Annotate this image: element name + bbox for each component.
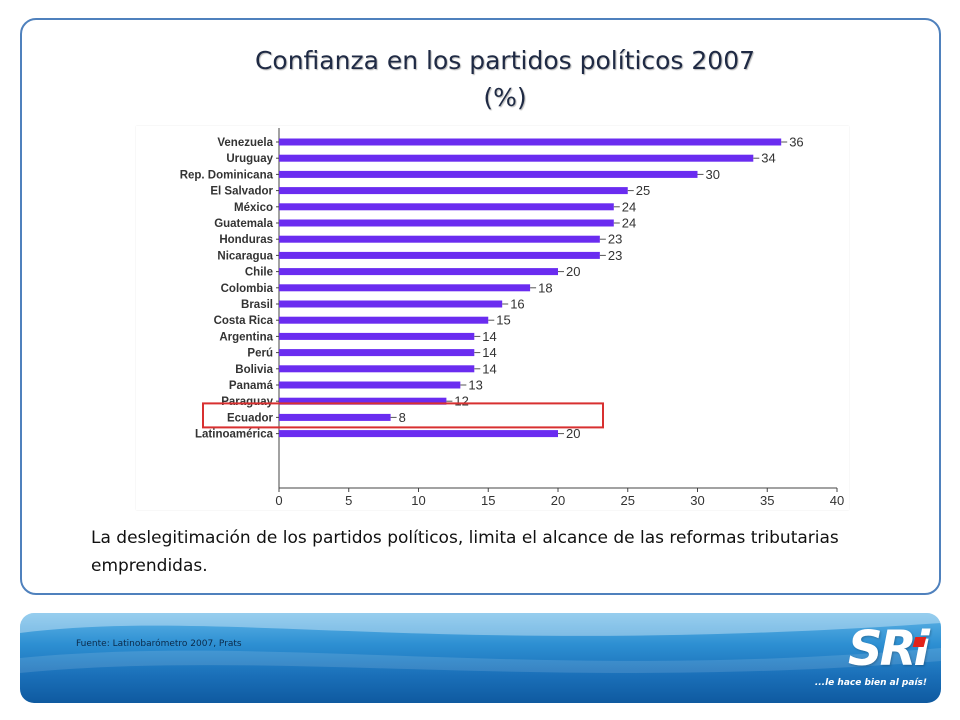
value-label: 36 (789, 135, 803, 150)
value-label: 24 (622, 199, 636, 214)
bar (279, 235, 600, 243)
category-label: México (234, 202, 273, 214)
footer-wave-decoration (20, 613, 941, 673)
bar (279, 300, 503, 308)
title-line-1: Confianza en los partidos políticos 2007 (254, 46, 756, 75)
x-tick-label: 25 (621, 493, 635, 508)
x-tick-label: 40 (830, 493, 844, 508)
x-tick-label: 30 (690, 493, 704, 508)
x-tick-label: 15 (481, 493, 495, 508)
bar (279, 316, 489, 324)
bar-chart-svg: Venezuela 36 Uruguay 34 Rep. Dominicana 30 El … (180, 128, 844, 508)
bar (279, 430, 558, 438)
value-label: 24 (622, 216, 636, 231)
source-citation: Fuente: Latinobarómetro 2007, Prats (76, 639, 242, 649)
category-label: Paraguay (221, 396, 273, 408)
bar (279, 397, 447, 405)
x-tick-label: 20 (551, 493, 565, 508)
category-label: Honduras (219, 234, 273, 246)
bar (279, 154, 754, 162)
category-label: Uruguay (226, 153, 273, 165)
value-label: 18 (538, 280, 552, 295)
x-tick-label: 35 (760, 493, 774, 508)
value-label: 8 (399, 410, 406, 425)
bar (279, 365, 475, 373)
value-label: 12 (454, 394, 468, 409)
value-label: 25 (636, 183, 650, 198)
x-tick-label: 10 (411, 493, 425, 508)
category-label: Argentina (219, 331, 273, 343)
footer-band: Fuente: Latinobarómetro 2007, Prats SRi … (20, 613, 941, 703)
category-label: Venezuela (217, 137, 273, 149)
bar (279, 203, 614, 211)
bar (279, 413, 391, 421)
x-tick-label: 5 (345, 493, 352, 508)
value-label: 13 (468, 378, 482, 393)
value-label: 23 (608, 248, 622, 263)
category-label: Chile (245, 267, 273, 279)
slide-note: La deslegitimación de los partidos polít… (91, 528, 839, 576)
x-tick-label: 0 (275, 493, 282, 508)
category-label: Bolivia (235, 364, 273, 376)
highlight-box (202, 402, 604, 429)
category-label: Costa Rica (214, 315, 274, 327)
value-label: 34 (761, 151, 775, 166)
category-label: Nicaragua (217, 250, 273, 262)
value-label: 14 (482, 345, 496, 360)
category-label: Brasil (241, 299, 273, 311)
value-label: 14 (482, 329, 496, 344)
category-label: Colombia (221, 283, 274, 295)
category-label: Perú (247, 348, 273, 360)
category-label: Ecuador (227, 412, 274, 424)
bar-chart: Venezuela 36 Uruguay 34 Rep. Dominicana 30 El … (136, 126, 849, 510)
value-label: 20 (566, 264, 580, 279)
logo-text: SRi (848, 621, 930, 677)
bar (279, 268, 558, 276)
bar (279, 349, 475, 357)
logo-slogan: ...le hace bien al país! (814, 678, 927, 688)
bar (279, 251, 600, 259)
category-label: Panamá (229, 380, 274, 392)
sri-logo: SRi ...le hace bien al país! (815, 621, 930, 699)
value-label: 20 (566, 426, 580, 441)
bar (279, 332, 475, 340)
category-label: Latinoamérica (195, 429, 274, 441)
bar (279, 138, 782, 146)
title-line-2: (%) (483, 83, 527, 112)
category-label: Guatemala (214, 218, 273, 230)
value-label: 15 (496, 313, 510, 328)
value-label: 30 (706, 167, 720, 182)
bar (279, 381, 461, 389)
bar (279, 284, 531, 292)
bar (279, 187, 628, 195)
slide-title: Confianza en los partidos políticos 2007… (180, 42, 830, 116)
category-label: El Salvador (210, 186, 273, 198)
bar (279, 219, 614, 227)
category-label: Rep. Dominicana (180, 169, 274, 181)
value-label: 16 (510, 297, 524, 312)
value-label: 23 (608, 232, 622, 247)
value-label: 14 (482, 361, 496, 376)
bar (279, 170, 698, 178)
